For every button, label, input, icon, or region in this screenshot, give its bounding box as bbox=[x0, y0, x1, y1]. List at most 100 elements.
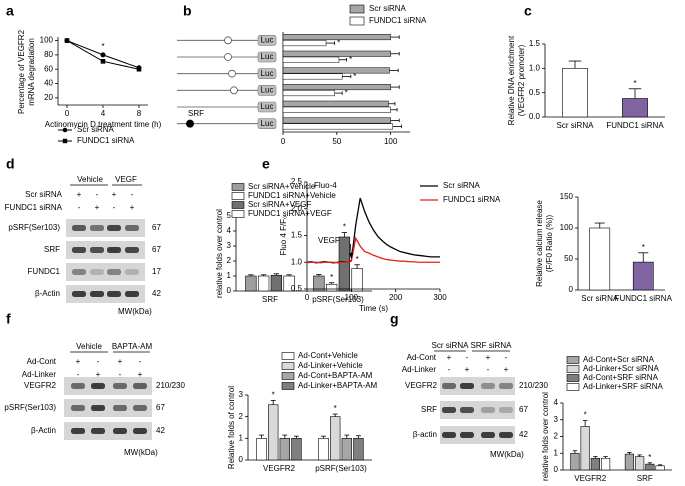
condition-sign: - bbox=[77, 370, 80, 379]
condition-label: Ad-Cont bbox=[27, 357, 57, 366]
bar bbox=[282, 123, 394, 130]
significance: * bbox=[353, 72, 356, 81]
condition-sign: - bbox=[448, 365, 451, 374]
blot-strip bbox=[64, 377, 152, 395]
bar bbox=[282, 67, 390, 74]
blot-band bbox=[442, 407, 456, 413]
blot-band bbox=[113, 428, 127, 434]
group-label: Scr siRNA bbox=[432, 341, 470, 350]
condition-sign: + bbox=[504, 365, 509, 374]
x-tick-label: 300 bbox=[433, 293, 447, 302]
panel-label: f bbox=[6, 311, 11, 327]
condition-sign: + bbox=[486, 353, 491, 362]
legend-swatch bbox=[281, 372, 295, 380]
condition-label: Ad-Linker bbox=[402, 365, 437, 374]
bar bbox=[245, 275, 257, 292]
x-tick-label: Scr siRNA bbox=[557, 121, 595, 130]
luc-box bbox=[257, 35, 277, 46]
x-tick-label: FUNDC1 siRNA bbox=[606, 121, 664, 130]
series-line bbox=[306, 197, 440, 264]
blot-band bbox=[72, 247, 86, 253]
site-open bbox=[224, 36, 232, 45]
band-label: SRF bbox=[421, 405, 437, 414]
band-label: FUNDC1 bbox=[28, 267, 61, 276]
y-tick-label: 0 bbox=[554, 465, 559, 474]
legend-label: FUNDC1 siRNA bbox=[369, 16, 427, 25]
significance: * bbox=[584, 411, 587, 420]
y-tick-label: 2.0 bbox=[291, 204, 303, 213]
y-tick-label: 0 bbox=[569, 285, 574, 294]
y-tick-label: 80 bbox=[44, 50, 53, 59]
x-tick-label: SRF bbox=[262, 295, 278, 304]
x-tick-label: 100 bbox=[345, 293, 359, 302]
bar bbox=[635, 456, 645, 471]
condition-label: Ad-Cont bbox=[407, 353, 437, 362]
y-tick-label: 0.0 bbox=[529, 112, 541, 121]
condition-sign: + bbox=[138, 370, 143, 379]
mw-label: 67 bbox=[156, 403, 165, 412]
blot-band bbox=[90, 225, 104, 231]
blot-band bbox=[125, 269, 139, 275]
stimulus-arrowhead bbox=[348, 253, 354, 259]
x-tick-label: 0 bbox=[65, 109, 70, 118]
blot-band bbox=[107, 291, 121, 297]
y-tick-label: 5 bbox=[227, 211, 232, 220]
y-axis-label: (VEGFR2 promoter) bbox=[517, 44, 526, 116]
blot-band bbox=[499, 407, 513, 413]
bar bbox=[325, 283, 338, 292]
condition-label: Scr siRNA bbox=[25, 190, 63, 199]
bar bbox=[562, 68, 588, 118]
reporter-label: Luc bbox=[261, 69, 274, 78]
y-tick-label: 3 bbox=[554, 415, 559, 424]
x-tick-label: VEGFR2 bbox=[263, 464, 296, 473]
significance: * bbox=[334, 404, 337, 413]
condition-sign: - bbox=[505, 353, 508, 362]
x-tick-label: 0 bbox=[281, 137, 286, 146]
panel-label: g bbox=[390, 311, 399, 327]
legend-swatch bbox=[566, 356, 580, 364]
bar bbox=[282, 73, 343, 80]
significance: * bbox=[272, 391, 275, 400]
reporter-label: Luc bbox=[261, 102, 274, 111]
condition-sign: - bbox=[139, 357, 142, 366]
x-tick-label: pSRF(Ser103) bbox=[312, 295, 364, 304]
blot-band bbox=[90, 247, 104, 253]
blot-band bbox=[91, 428, 105, 434]
legend-label: FUNDC1 siRNA bbox=[443, 195, 501, 204]
band-label: β-actin bbox=[413, 430, 437, 439]
blot-strip bbox=[64, 422, 152, 440]
bar bbox=[282, 50, 391, 57]
condition-label: Ad-Linker bbox=[22, 370, 57, 379]
bar bbox=[632, 261, 654, 291]
condition-sign: + bbox=[112, 190, 117, 199]
bar bbox=[353, 438, 364, 461]
bar bbox=[282, 84, 391, 91]
legend-swatch bbox=[281, 352, 295, 360]
mw-label: 17 bbox=[152, 267, 161, 276]
significance: * bbox=[356, 255, 359, 264]
blot-band bbox=[460, 383, 474, 389]
blot-strip bbox=[440, 401, 515, 419]
y-tick-label: 0.5 bbox=[529, 88, 541, 97]
x-tick-label: VEGFR2 bbox=[574, 474, 607, 483]
x-tick-label: pSRF(Ser103) bbox=[315, 464, 367, 473]
legend-label: Scr siRNA+VEGF bbox=[248, 200, 311, 209]
luc-box bbox=[257, 85, 277, 96]
significance: * bbox=[337, 38, 340, 47]
y-tick-label: 40 bbox=[44, 79, 53, 88]
band-label: β-Actin bbox=[35, 289, 60, 298]
panel-label: c bbox=[524, 3, 532, 19]
y-axis-label: mRNA degradation bbox=[27, 38, 36, 106]
y-axis-label: Percentage of VEGFR2 bbox=[17, 29, 26, 114]
legend-marker bbox=[62, 138, 68, 144]
x-tick-label: 200 bbox=[389, 293, 403, 302]
y-tick-label: 1 bbox=[227, 271, 232, 280]
y-tick-label: 3 bbox=[227, 241, 232, 250]
legend-label: FUNDC1 siRNA bbox=[77, 136, 135, 145]
legend-swatch bbox=[231, 192, 245, 200]
legend-label: Scr siRNA bbox=[369, 4, 407, 13]
bar bbox=[268, 404, 279, 461]
bar bbox=[624, 453, 635, 471]
blot-strip bbox=[66, 285, 145, 303]
